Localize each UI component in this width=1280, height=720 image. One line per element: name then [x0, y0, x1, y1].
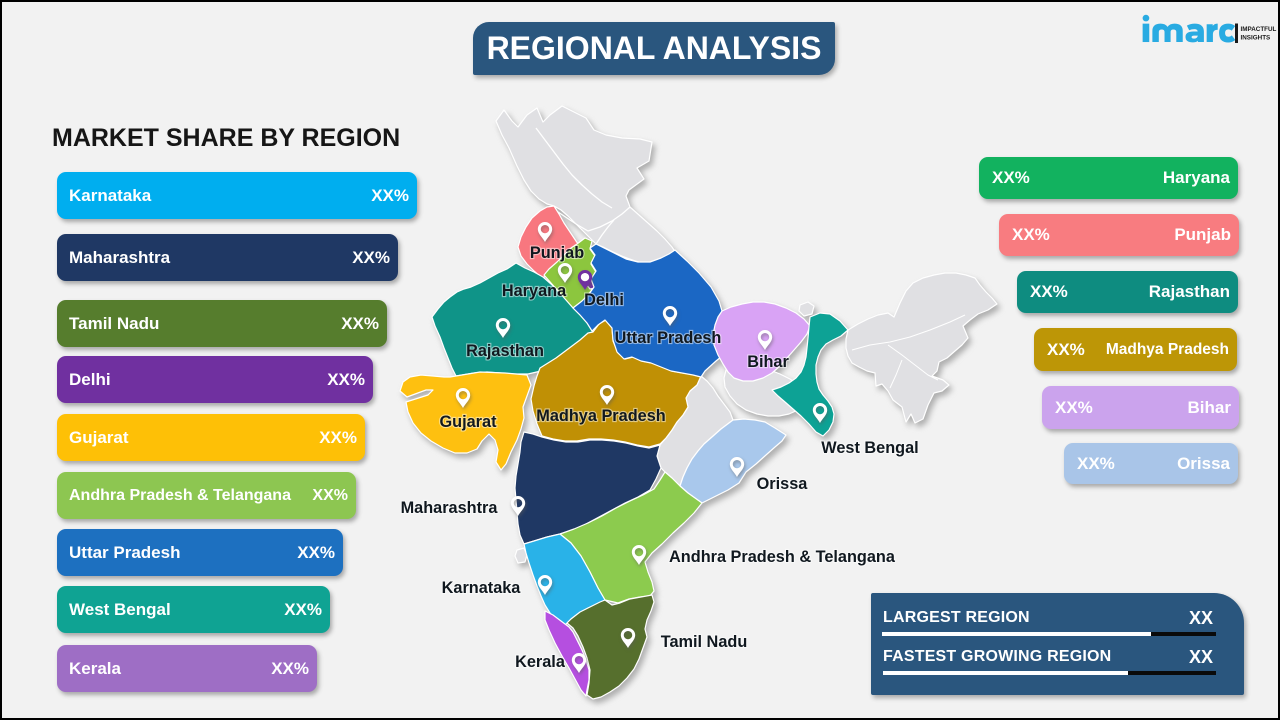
svg-text:Haryana: Haryana [502, 282, 567, 300]
svg-text:Punjab: Punjab [530, 244, 584, 262]
svg-text:IMPACTFUL: IMPACTFUL [1241, 26, 1277, 33]
svg-text:Gujarat: Gujarat [439, 413, 497, 431]
svg-text:INSIGHTS: INSIGHTS [1241, 35, 1271, 42]
svg-text:Delhi: Delhi [584, 291, 624, 309]
svg-text:Andhra Pradesh & Telangana: Andhra Pradesh & Telangana [669, 548, 896, 566]
svg-text:Madhya Pradesh: Madhya Pradesh [536, 407, 665, 425]
svg-text:Bihar: Bihar [747, 353, 789, 371]
svg-text:Kerala: Kerala [515, 653, 566, 671]
svg-text:Rajasthan: Rajasthan [466, 342, 544, 360]
svg-text:Uttar Pradesh: Uttar Pradesh [615, 329, 722, 347]
svg-text:West Bengal: West Bengal [821, 439, 918, 457]
svg-text:Maharashtra: Maharashtra [401, 499, 499, 517]
svg-text:Orissa: Orissa [757, 475, 809, 493]
svg-text:Karnataka: Karnataka [442, 579, 522, 597]
svg-text:Tamil Nadu: Tamil Nadu [661, 633, 748, 651]
